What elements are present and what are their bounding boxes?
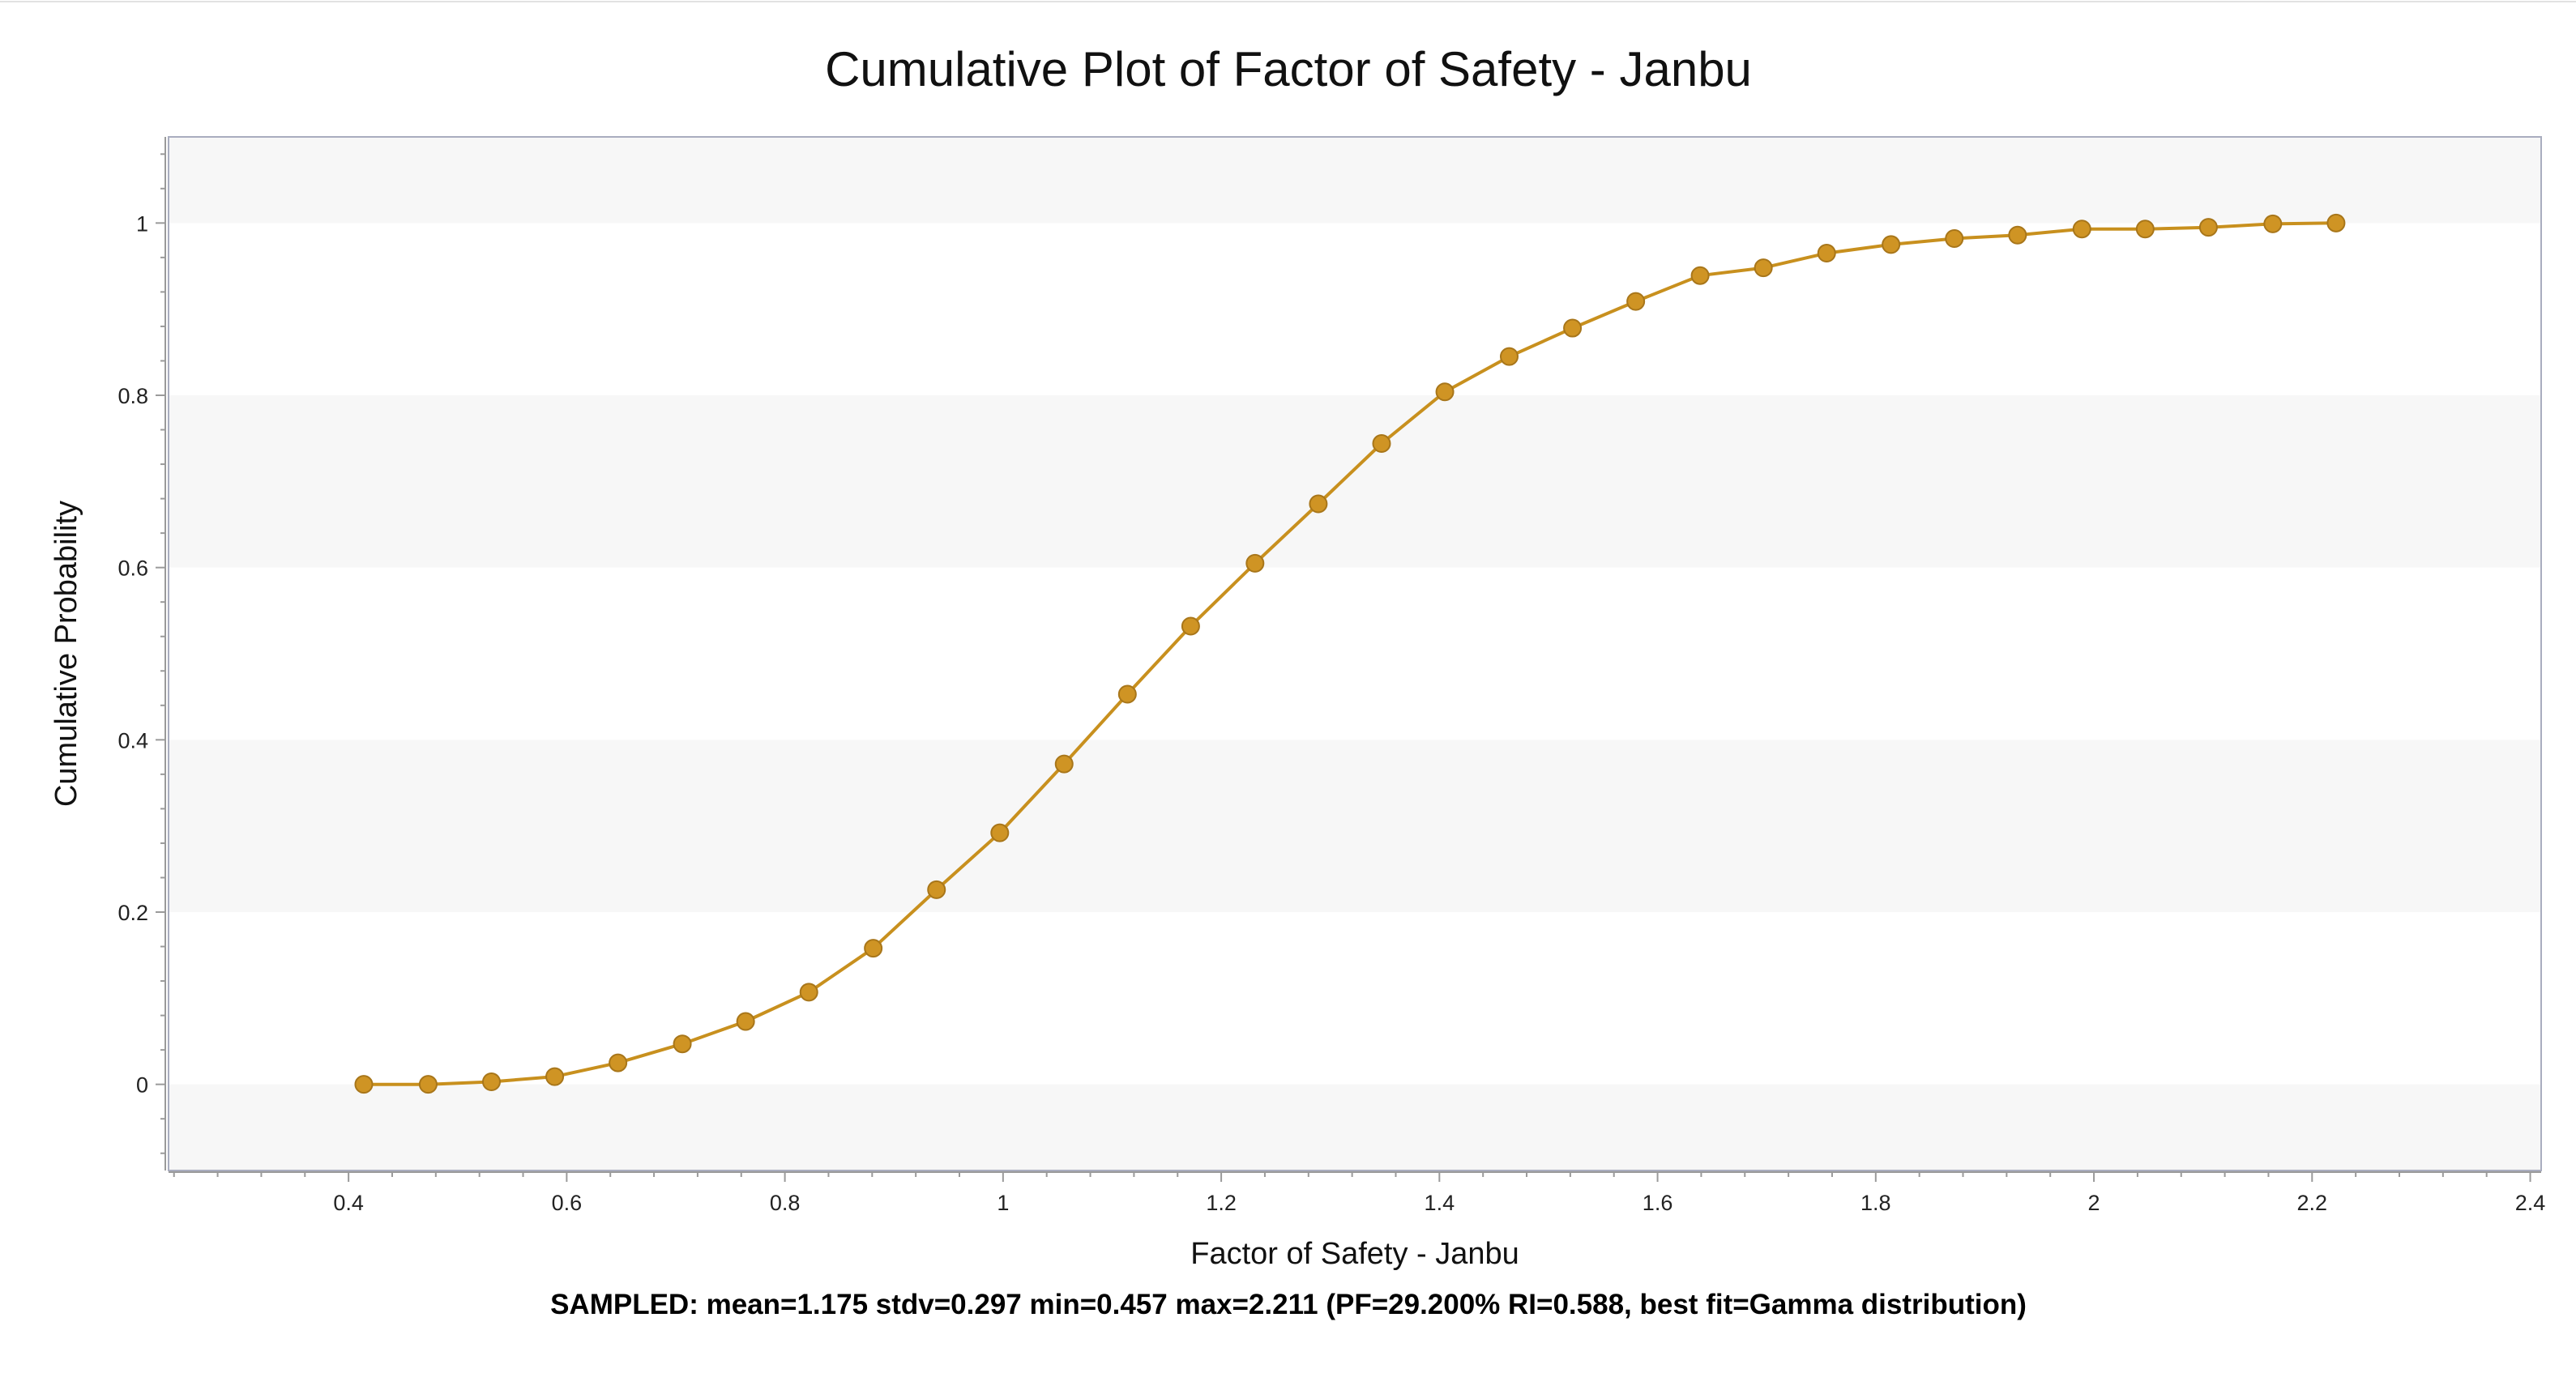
- y-tick-label: 0: [136, 1073, 148, 1098]
- data-point: [2072, 220, 2091, 239]
- y-tick-label: 0.6: [117, 556, 148, 581]
- y-tick-label: 0.2: [117, 901, 148, 925]
- data-point: [1117, 684, 1137, 704]
- data-point: [1690, 266, 1710, 285]
- x-tick-label: 1.4: [1425, 1191, 1455, 1215]
- chart-title: Cumulative Plot of Factor of Safety - Ja…: [825, 42, 1752, 96]
- x-tick-label: 1: [997, 1191, 1009, 1215]
- data-point: [2198, 218, 2218, 237]
- x-tick-label: 0.4: [333, 1191, 364, 1215]
- data-point: [927, 880, 946, 899]
- series-line: [364, 221, 2336, 1086]
- plot-band: [169, 740, 2541, 912]
- data-point: [1054, 754, 1074, 774]
- data-point: [1563, 318, 1583, 338]
- data-point: [799, 983, 818, 1002]
- data-point: [1945, 228, 1964, 248]
- x-tick-label: 0.6: [552, 1191, 583, 1215]
- x-axis-label: Factor of Safety - Janbu: [1190, 1237, 1519, 1271]
- plot-band: [169, 1084, 2541, 1170]
- data-point: [354, 1075, 374, 1094]
- data-point: [673, 1034, 692, 1054]
- y-tick-label: 0.4: [117, 728, 148, 753]
- data-point: [1754, 258, 1773, 278]
- data-point: [1882, 235, 1901, 254]
- data-point: [990, 823, 1010, 842]
- data-point: [1435, 382, 1455, 402]
- data-point: [1309, 494, 1328, 514]
- x-axis: 0.4 0.6 0.8 1 1.2 1.4 1.6 1.8 2 2.2 2.4: [169, 1171, 2546, 1215]
- sampled-summary: SAMPLED: mean=1.175 stdv=0.297 min=0.457…: [550, 1289, 2027, 1320]
- plot-background-bands: [169, 137, 2541, 1170]
- x-tick-label: 1.2: [1206, 1191, 1237, 1215]
- data-point: [609, 1053, 628, 1072]
- plot-band: [169, 137, 2541, 224]
- data-point: [2008, 225, 2027, 245]
- plot-band: [169, 395, 2541, 568]
- x-tick-label: 2.2: [2297, 1191, 2328, 1215]
- data-point: [1626, 292, 1646, 311]
- data-point: [736, 1012, 755, 1031]
- y-tick-label: 1: [136, 211, 148, 236]
- x-tick-label: 0.8: [770, 1191, 801, 1215]
- data-point: [1372, 434, 1391, 454]
- data-point: [1181, 616, 1200, 636]
- data-point: [1817, 244, 1836, 263]
- data-point: [2135, 220, 2155, 239]
- x-tick-label: 1.8: [1860, 1191, 1891, 1215]
- data-point: [481, 1072, 501, 1091]
- y-axis: 0 0.2 0.4 0.6 0.8 1: [117, 137, 166, 1170]
- x-tick-label: 2: [2088, 1191, 2100, 1215]
- data-point: [1499, 347, 1519, 366]
- x-tick-label: 2.4: [2515, 1191, 2546, 1215]
- plot-frame: [168, 136, 2542, 1171]
- y-tick-label: 0.8: [117, 384, 148, 408]
- data-point: [1245, 553, 1265, 573]
- data-point: [418, 1075, 438, 1094]
- y-axis-label: Cumulative Probability: [49, 501, 83, 807]
- data-point: [545, 1067, 565, 1086]
- data-point: [2263, 214, 2283, 233]
- data-point: [864, 939, 883, 958]
- x-tick-label: 1.6: [1643, 1191, 1673, 1215]
- data-point: [2326, 213, 2346, 232]
- series-markers: [354, 213, 2346, 1094]
